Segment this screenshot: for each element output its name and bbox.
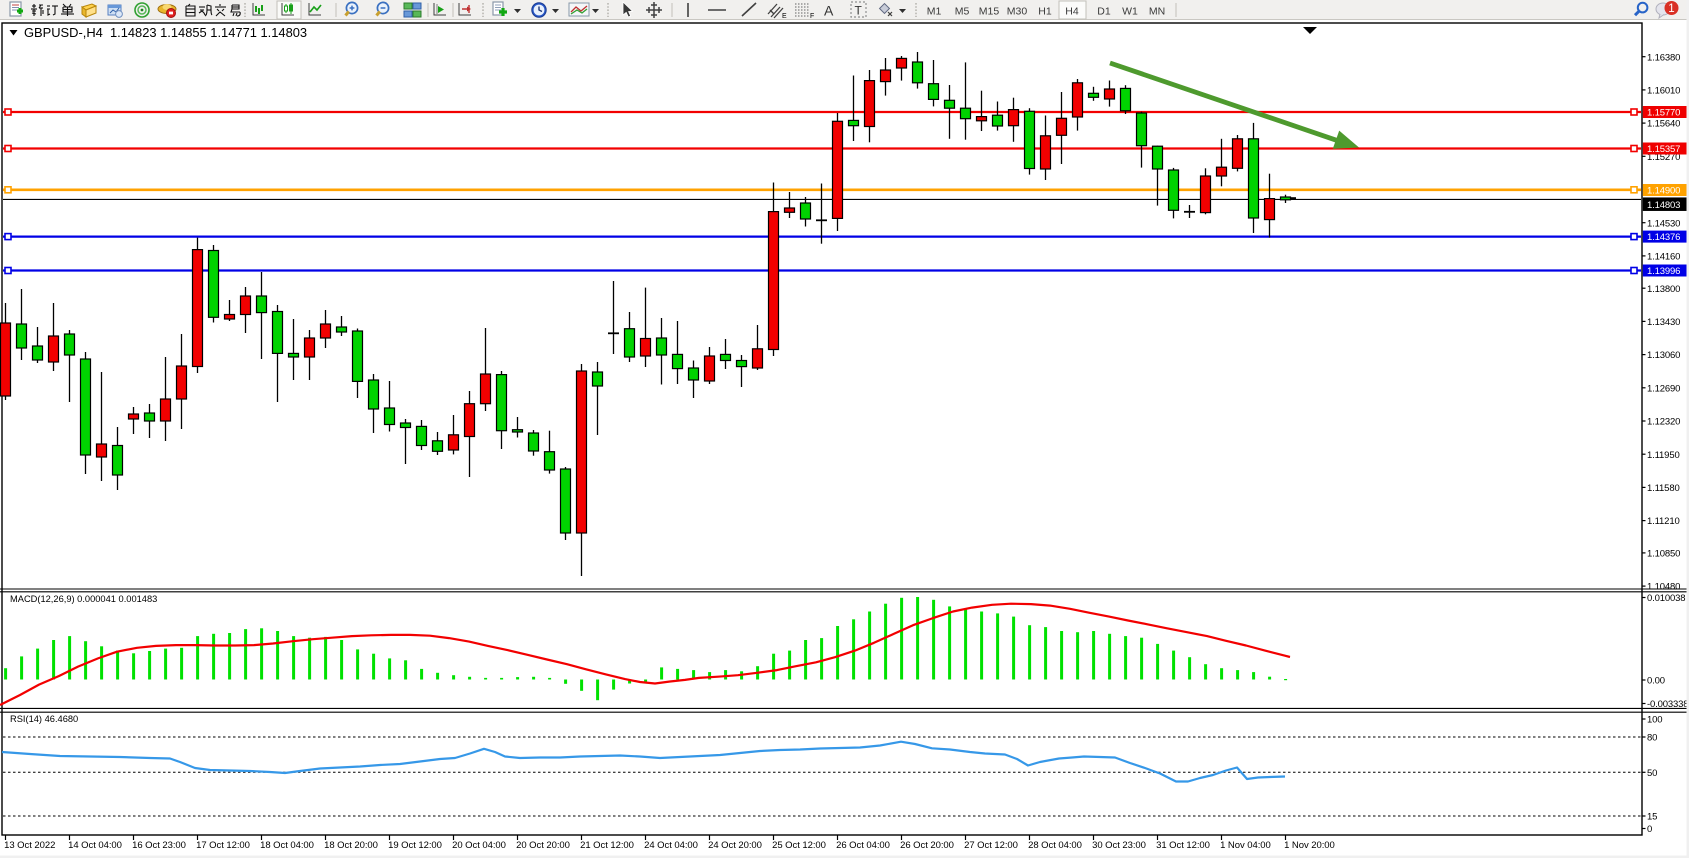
svg-text:21 Oct 12:00: 21 Oct 12:00	[580, 840, 634, 851]
svg-text:1.14900: 1.14900	[1647, 186, 1680, 197]
svg-text:D1: D1	[1097, 6, 1111, 18]
svg-text:1.11580: 1.11580	[1647, 483, 1680, 494]
svg-text:M1: M1	[927, 6, 942, 18]
svg-text:17 Oct 12:00: 17 Oct 12:00	[196, 840, 250, 851]
svg-text:100: 100	[1647, 715, 1662, 726]
svg-text:1.13060: 1.13060	[1647, 350, 1680, 361]
svg-text:15: 15	[1647, 812, 1657, 823]
svg-text:20 Oct 04:00: 20 Oct 04:00	[452, 840, 506, 851]
svg-text:GBPUSD-,H4 1.14823 1.14855 1.: GBPUSD-,H4 1.14823 1.14855 1.14771 1.148…	[24, 25, 307, 40]
svg-text:26 Oct 04:00: 26 Oct 04:00	[836, 840, 890, 851]
svg-text:M30: M30	[1007, 6, 1028, 18]
svg-text:24 Oct 20:00: 24 Oct 20:00	[708, 840, 762, 851]
svg-text:1.14803: 1.14803	[1647, 200, 1680, 211]
svg-text:1 Nov 04:00: 1 Nov 04:00	[1220, 840, 1271, 851]
svg-text:0.010038: 0.010038	[1647, 593, 1685, 604]
svg-text:50: 50	[1647, 768, 1657, 779]
svg-text:80: 80	[1647, 733, 1657, 744]
svg-text:1.13996: 1.13996	[1647, 266, 1680, 277]
svg-text:16 Oct 23:00: 16 Oct 23:00	[132, 840, 186, 851]
svg-text:18 Oct 20:00: 18 Oct 20:00	[324, 840, 378, 851]
svg-text:1: 1	[1668, 3, 1674, 15]
svg-text:1 Nov 20:00: 1 Nov 20:00	[1284, 840, 1335, 851]
svg-text:18 Oct 04:00: 18 Oct 04:00	[260, 840, 314, 851]
svg-text:F: F	[810, 13, 814, 20]
svg-text:1.10850: 1.10850	[1647, 549, 1680, 560]
svg-text:26 Oct 20:00: 26 Oct 20:00	[900, 840, 954, 851]
svg-text:M5: M5	[955, 6, 970, 18]
svg-text:1.13430: 1.13430	[1647, 317, 1680, 328]
svg-text:H4: H4	[1065, 6, 1079, 18]
svg-text:1.16380: 1.16380	[1647, 52, 1680, 63]
svg-text:13 Oct 2022: 13 Oct 2022	[4, 840, 55, 851]
svg-text:1.13800: 1.13800	[1647, 284, 1680, 295]
svg-text:0: 0	[1647, 824, 1652, 835]
svg-text:1.10480: 1.10480	[1647, 582, 1680, 593]
svg-text:1.14376: 1.14376	[1647, 232, 1680, 243]
svg-text:W1: W1	[1122, 6, 1138, 18]
svg-text:A: A	[824, 3, 834, 19]
svg-text:31 Oct 12:00: 31 Oct 12:00	[1156, 840, 1210, 851]
svg-text:-0.003338: -0.003338	[1647, 699, 1688, 710]
svg-text:1.15640: 1.15640	[1647, 119, 1680, 130]
svg-text:14 Oct 04:00: 14 Oct 04:00	[68, 840, 122, 851]
svg-text:T: T	[855, 4, 863, 18]
svg-text:30 Oct 23:00: 30 Oct 23:00	[1092, 840, 1146, 851]
svg-text:MN: MN	[1149, 6, 1165, 18]
svg-text:1.14160: 1.14160	[1647, 252, 1680, 263]
svg-text:1.16010: 1.16010	[1647, 86, 1680, 97]
svg-text:1.14530: 1.14530	[1647, 218, 1680, 229]
svg-text:1.15770: 1.15770	[1647, 108, 1680, 119]
svg-text:MACD(12,26,9) 0.000041 0.00148: MACD(12,26,9) 0.000041 0.001483	[10, 594, 157, 604]
svg-text:1.12690: 1.12690	[1647, 383, 1680, 394]
svg-text:E: E	[782, 13, 787, 20]
svg-text:1.12320: 1.12320	[1647, 417, 1680, 428]
svg-text:27 Oct 12:00: 27 Oct 12:00	[964, 840, 1018, 851]
svg-text:1.15270: 1.15270	[1647, 152, 1680, 163]
svg-text:1.11950: 1.11950	[1647, 450, 1680, 461]
svg-text:1.11210: 1.11210	[1647, 516, 1680, 527]
svg-text:24 Oct 04:00: 24 Oct 04:00	[644, 840, 698, 851]
svg-text:1.15357: 1.15357	[1647, 144, 1680, 155]
svg-text:20 Oct 20:00: 20 Oct 20:00	[516, 840, 570, 851]
svg-text:M15: M15	[979, 6, 1000, 18]
svg-text:25 Oct 12:00: 25 Oct 12:00	[772, 840, 826, 851]
svg-text:19 Oct 12:00: 19 Oct 12:00	[388, 840, 442, 851]
svg-text:28 Oct 04:00: 28 Oct 04:00	[1028, 840, 1082, 851]
svg-text:H1: H1	[1038, 6, 1052, 18]
svg-text:RSI(14) 46.4680: RSI(14) 46.4680	[10, 714, 78, 724]
svg-text:0.00: 0.00	[1647, 676, 1665, 687]
